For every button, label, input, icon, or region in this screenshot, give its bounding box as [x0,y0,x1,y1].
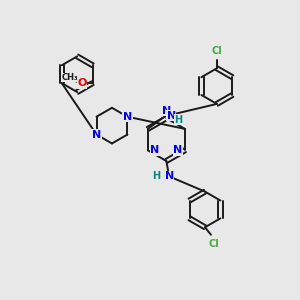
Text: N: N [162,106,171,116]
Text: H: H [175,115,183,125]
Text: N: N [123,112,132,122]
Text: N: N [173,145,182,155]
Text: N: N [150,145,159,155]
Text: N: N [92,130,101,140]
Text: N: N [165,172,174,182]
Text: O: O [77,78,87,88]
Text: N: N [167,110,176,121]
Text: CH₃: CH₃ [61,73,78,82]
Text: Cl: Cl [208,239,219,249]
Text: Cl: Cl [212,46,222,56]
Text: H: H [152,172,160,182]
